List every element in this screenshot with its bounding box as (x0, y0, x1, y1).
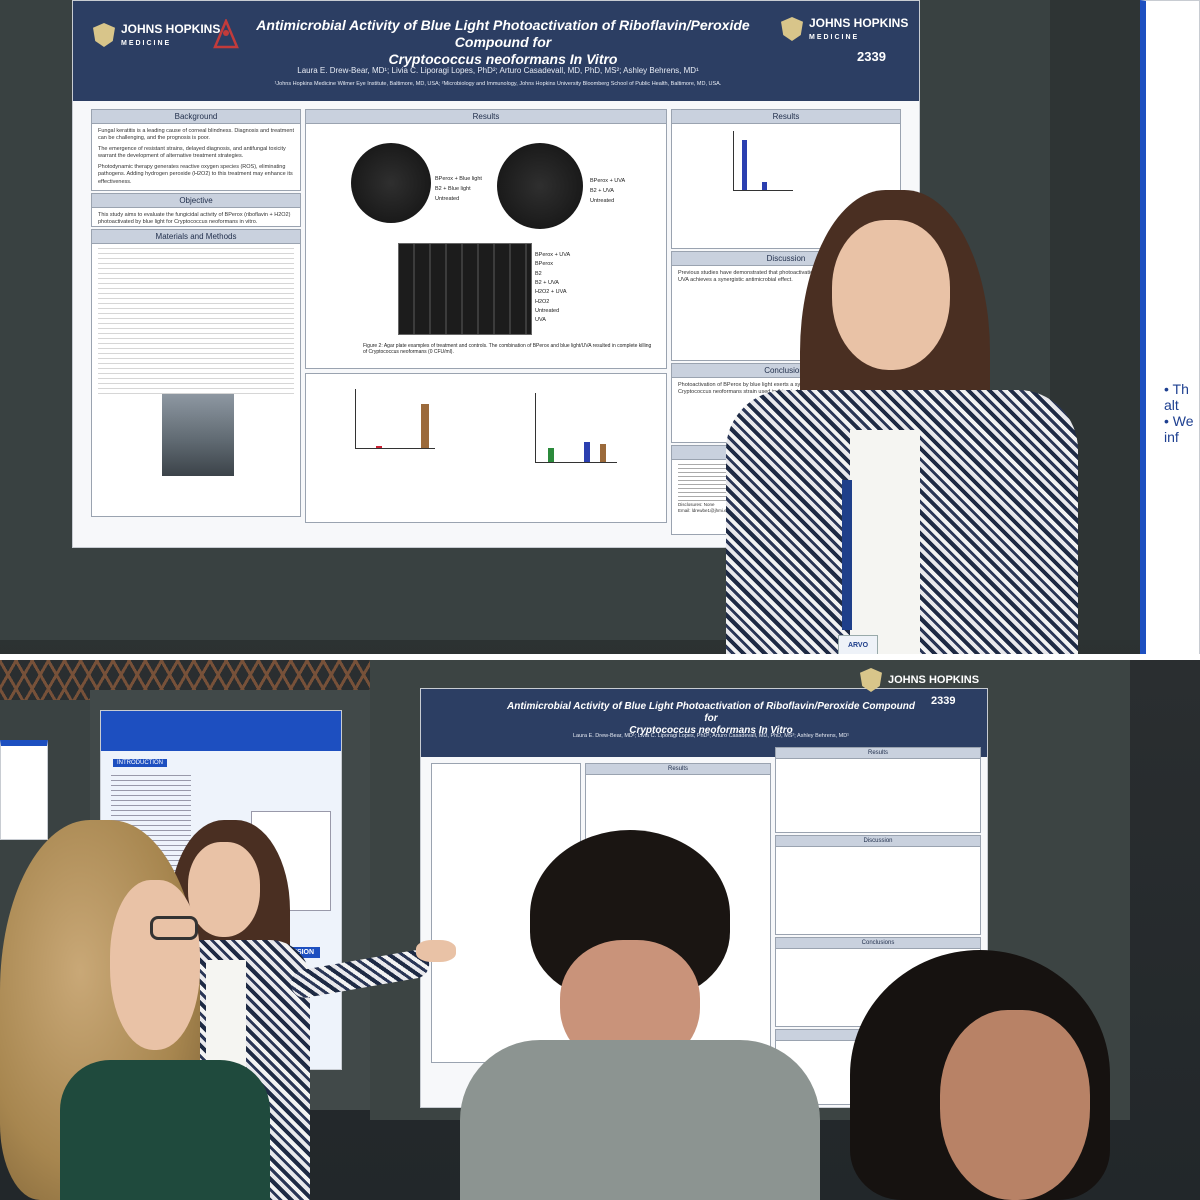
photo-top: • Th alt • We inf JOHNS HOPKINS MEDICINE An… (0, 0, 1200, 660)
pointing-arm (288, 948, 432, 1000)
section-materials: Materials and Methods (91, 229, 301, 517)
attendee-right-girl (850, 950, 1150, 1200)
poster-title: Antimicrobial Activity of Blue Light Pho… (256, 17, 750, 67)
neighbor-intro-label: INTRODUCTION (113, 759, 167, 767)
shield-icon (781, 17, 803, 41)
attendee-center-boy (460, 830, 820, 1200)
bar-chart-fig3 (355, 389, 435, 449)
plate-label: BPerox + Blue light (435, 176, 482, 182)
lanyard (842, 480, 852, 630)
figure2-caption: Figure 2: Agar plate examples of treatme… (363, 343, 652, 355)
poster-header (73, 1, 919, 101)
poster-title-bottom: Antimicrobial Activity of Blue Light Pho… (507, 701, 915, 736)
shield-icon (93, 23, 115, 47)
grid-labels: BPerox + UVA BPerox B2 B2 + UVA H2O2 + UVA… (535, 252, 571, 324)
agar-plate-grid (398, 243, 532, 335)
attendee-left-blonde (0, 820, 270, 1200)
plate-label: Untreated (435, 196, 460, 202)
plate-label: Untreated (590, 198, 615, 204)
shield-icon (860, 668, 882, 692)
neighbor-poster-far-left (0, 740, 48, 840)
poster-authors: Laura E. Drew-Bear, MD¹; Livia C. Lipora… (274, 66, 722, 87)
photo-divider (0, 654, 1200, 660)
bar-chart-fig5 (733, 131, 793, 191)
plate-label: B2 + Blue light (435, 186, 471, 192)
pointing-hand (416, 940, 456, 962)
plate-label: B2 + UVA (590, 188, 614, 194)
plate-label: BPerox + UVA (590, 178, 626, 184)
presenter-face (832, 220, 950, 370)
bar-chart-fig4 (535, 393, 617, 463)
glasses-icon (150, 916, 198, 940)
agar-plate-left (351, 143, 431, 223)
neighbor-poster-right: • Th alt • We inf (1140, 0, 1200, 660)
poster-number: 2339 (857, 49, 886, 64)
section-background: Background Fungal keratitis is a leading… (91, 109, 301, 191)
presenter-top: ARVO (700, 180, 1100, 660)
johns-hopkins-logo-bottom: JOHNS HOPKINS (860, 668, 979, 692)
poster-authors-bottom: Laura E. Drew-Bear, MD¹; Livia C. Lipora… (572, 733, 850, 739)
wilmer-logo-icon (213, 19, 239, 49)
johns-hopkins-logo-right: JOHNS HOPKINS MEDICINE (781, 17, 908, 41)
johns-hopkins-logo-left: JOHNS HOPKINS MEDICINE (93, 23, 220, 47)
agar-plate-right (497, 143, 583, 229)
poster-number-bottom: 2339 (931, 695, 956, 707)
lab-equipment-photo (162, 394, 234, 476)
photo-bottom: INTRODUCTION CONCLUSION Antimicrobial Ac… (0, 660, 1200, 1200)
conference-badge: ARVO (838, 635, 878, 655)
section-objective: Objective This study aims to evaluate th… (91, 193, 301, 227)
